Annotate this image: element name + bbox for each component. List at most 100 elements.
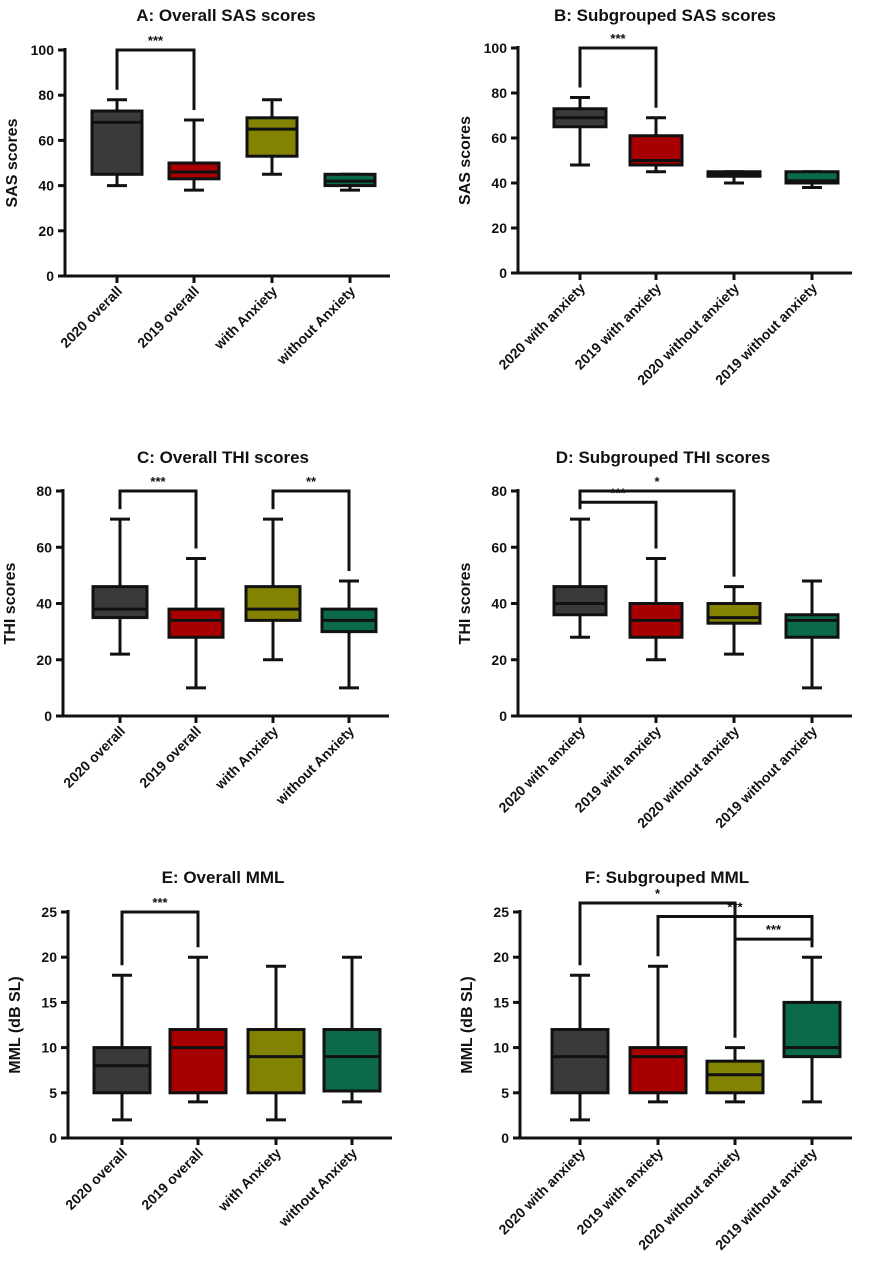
box-iqr bbox=[706, 602, 762, 625]
significance-bracket: *** bbox=[656, 900, 814, 957]
box-iqr bbox=[246, 1028, 306, 1095]
y-tick-label: 20 bbox=[491, 220, 507, 236]
bracket-line bbox=[578, 500, 658, 549]
significance-label: *** bbox=[150, 474, 166, 489]
y-axis-label: MML (dB SL) bbox=[459, 976, 476, 1073]
box-2 bbox=[628, 557, 684, 662]
box-3 bbox=[706, 170, 762, 185]
chart-panel-d: D: Subgrouped THI scores THI scores 0 20 40 6… bbox=[457, 448, 852, 831]
y-tick-label: 20 bbox=[491, 652, 507, 668]
box-1 bbox=[92, 973, 152, 1122]
y-tick-label: 0 bbox=[499, 708, 507, 724]
y-tick-label: 0 bbox=[499, 265, 507, 281]
box-1 bbox=[552, 517, 608, 639]
x-tick-label: 2020 with anxiety bbox=[495, 1145, 588, 1238]
y-tick-label: 80 bbox=[491, 85, 507, 101]
chart-panel-f: F: Subgrouped MML MML (dB SL) 0 5 10 15 20 25 20… bbox=[459, 868, 852, 1253]
box-iqr bbox=[784, 613, 840, 639]
box-iqr bbox=[167, 607, 225, 639]
box-2 bbox=[628, 116, 684, 174]
significance-label: *** bbox=[727, 900, 743, 915]
box-4 bbox=[784, 579, 840, 690]
y-tick-label: 20 bbox=[36, 652, 52, 668]
box-iqr bbox=[322, 1028, 382, 1093]
panel-title: A: Overall SAS scores bbox=[136, 6, 316, 25]
significance-bracket: *** bbox=[578, 31, 658, 108]
significance-label: *** bbox=[766, 922, 782, 937]
box-2 bbox=[168, 955, 228, 1104]
box-3 bbox=[705, 1046, 765, 1104]
y-tick-label: 0 bbox=[46, 268, 54, 284]
y-tick-label: 25 bbox=[41, 904, 57, 920]
panel-title: C: Overall THI scores bbox=[137, 448, 309, 467]
significance-bracket: *** bbox=[115, 33, 196, 111]
box-4 bbox=[322, 955, 382, 1104]
y-tick-label: 60 bbox=[36, 539, 52, 555]
y-tick-label: 60 bbox=[491, 130, 507, 146]
x-tick-label: without Anxiety bbox=[272, 723, 357, 808]
y-tick-label: 80 bbox=[491, 483, 507, 499]
x-tick-label: 2019 overall bbox=[138, 1145, 206, 1213]
significance-label: ** bbox=[306, 474, 317, 489]
y-tick-label: 20 bbox=[41, 949, 57, 965]
box-1 bbox=[552, 96, 608, 167]
x-tick-label: with Anxiety bbox=[210, 283, 280, 353]
chart-panel-c: C: Overall THI scores THI scores 0 20 40 60 80… bbox=[2, 448, 389, 808]
y-axis-label: THI scores bbox=[457, 562, 474, 644]
significance-bracket: *** bbox=[733, 922, 814, 1038]
y-tick-label: 20 bbox=[38, 223, 54, 239]
x-tick-label: 2020 overall bbox=[57, 283, 125, 351]
box-2 bbox=[167, 557, 225, 690]
y-tick-label: 0 bbox=[501, 1130, 509, 1146]
y-tick-label: 40 bbox=[38, 178, 54, 194]
bracket-line bbox=[120, 910, 200, 966]
significance-bracket: * bbox=[578, 474, 736, 577]
y-tick-label: 40 bbox=[491, 175, 507, 191]
significance-label: *** bbox=[610, 31, 626, 46]
x-tick-label: with Anxiety bbox=[214, 1145, 284, 1215]
box-iqr bbox=[168, 1028, 228, 1095]
box-3 bbox=[245, 98, 299, 176]
y-tick-label: 5 bbox=[49, 1085, 57, 1101]
bracket-line bbox=[271, 489, 351, 571]
box-iqr bbox=[91, 585, 149, 620]
y-axis-label: MML (dB SL) bbox=[7, 976, 24, 1073]
y-tick-label: 40 bbox=[36, 596, 52, 612]
y-axis-label: SAS scores bbox=[4, 118, 21, 207]
y-tick-label: 60 bbox=[38, 132, 54, 148]
box-4 bbox=[782, 955, 842, 1104]
x-tick-label: without Anxiety bbox=[273, 283, 358, 368]
x-tick-label: 2020 overall bbox=[60, 723, 128, 791]
box-2 bbox=[167, 118, 221, 192]
box-iqr bbox=[552, 585, 608, 617]
chart-panel-a: A: Overall SAS scores SAS scores 0 20 40 60 80… bbox=[4, 6, 390, 368]
x-tick-label: 2020 overall bbox=[62, 1145, 130, 1213]
box-1 bbox=[550, 973, 610, 1122]
x-tick-label: without Anxiety bbox=[275, 1145, 360, 1230]
significance-bracket: *** bbox=[120, 895, 200, 966]
box-iqr bbox=[244, 585, 302, 622]
x-tick-label: 2019 overall bbox=[136, 723, 204, 791]
y-tick-label: 15 bbox=[41, 994, 57, 1010]
panel-title: D: Subgrouped THI scores bbox=[556, 448, 770, 467]
y-axis-label: THI scores bbox=[2, 562, 19, 644]
bracket-line bbox=[578, 46, 658, 108]
panel-title: E: Overall MML bbox=[162, 868, 285, 887]
box-iqr bbox=[245, 116, 299, 158]
y-tick-label: 60 bbox=[491, 539, 507, 555]
significance-label: * bbox=[655, 886, 661, 901]
bracket-line bbox=[656, 915, 814, 957]
box-4 bbox=[784, 170, 840, 189]
y-tick-label: 80 bbox=[36, 483, 52, 499]
box-4 bbox=[320, 579, 378, 690]
y-tick-label: 15 bbox=[493, 994, 509, 1010]
significance-bracket: *** bbox=[578, 485, 658, 549]
y-tick-label: 80 bbox=[38, 87, 54, 103]
panel-title: F: Subgrouped MML bbox=[585, 868, 749, 887]
box-iqr bbox=[92, 1046, 152, 1095]
bracket-line bbox=[115, 48, 196, 111]
box-iqr bbox=[628, 1046, 688, 1095]
box-4 bbox=[323, 172, 377, 192]
y-axis-label: SAS scores bbox=[457, 116, 474, 205]
box-2 bbox=[628, 964, 688, 1104]
